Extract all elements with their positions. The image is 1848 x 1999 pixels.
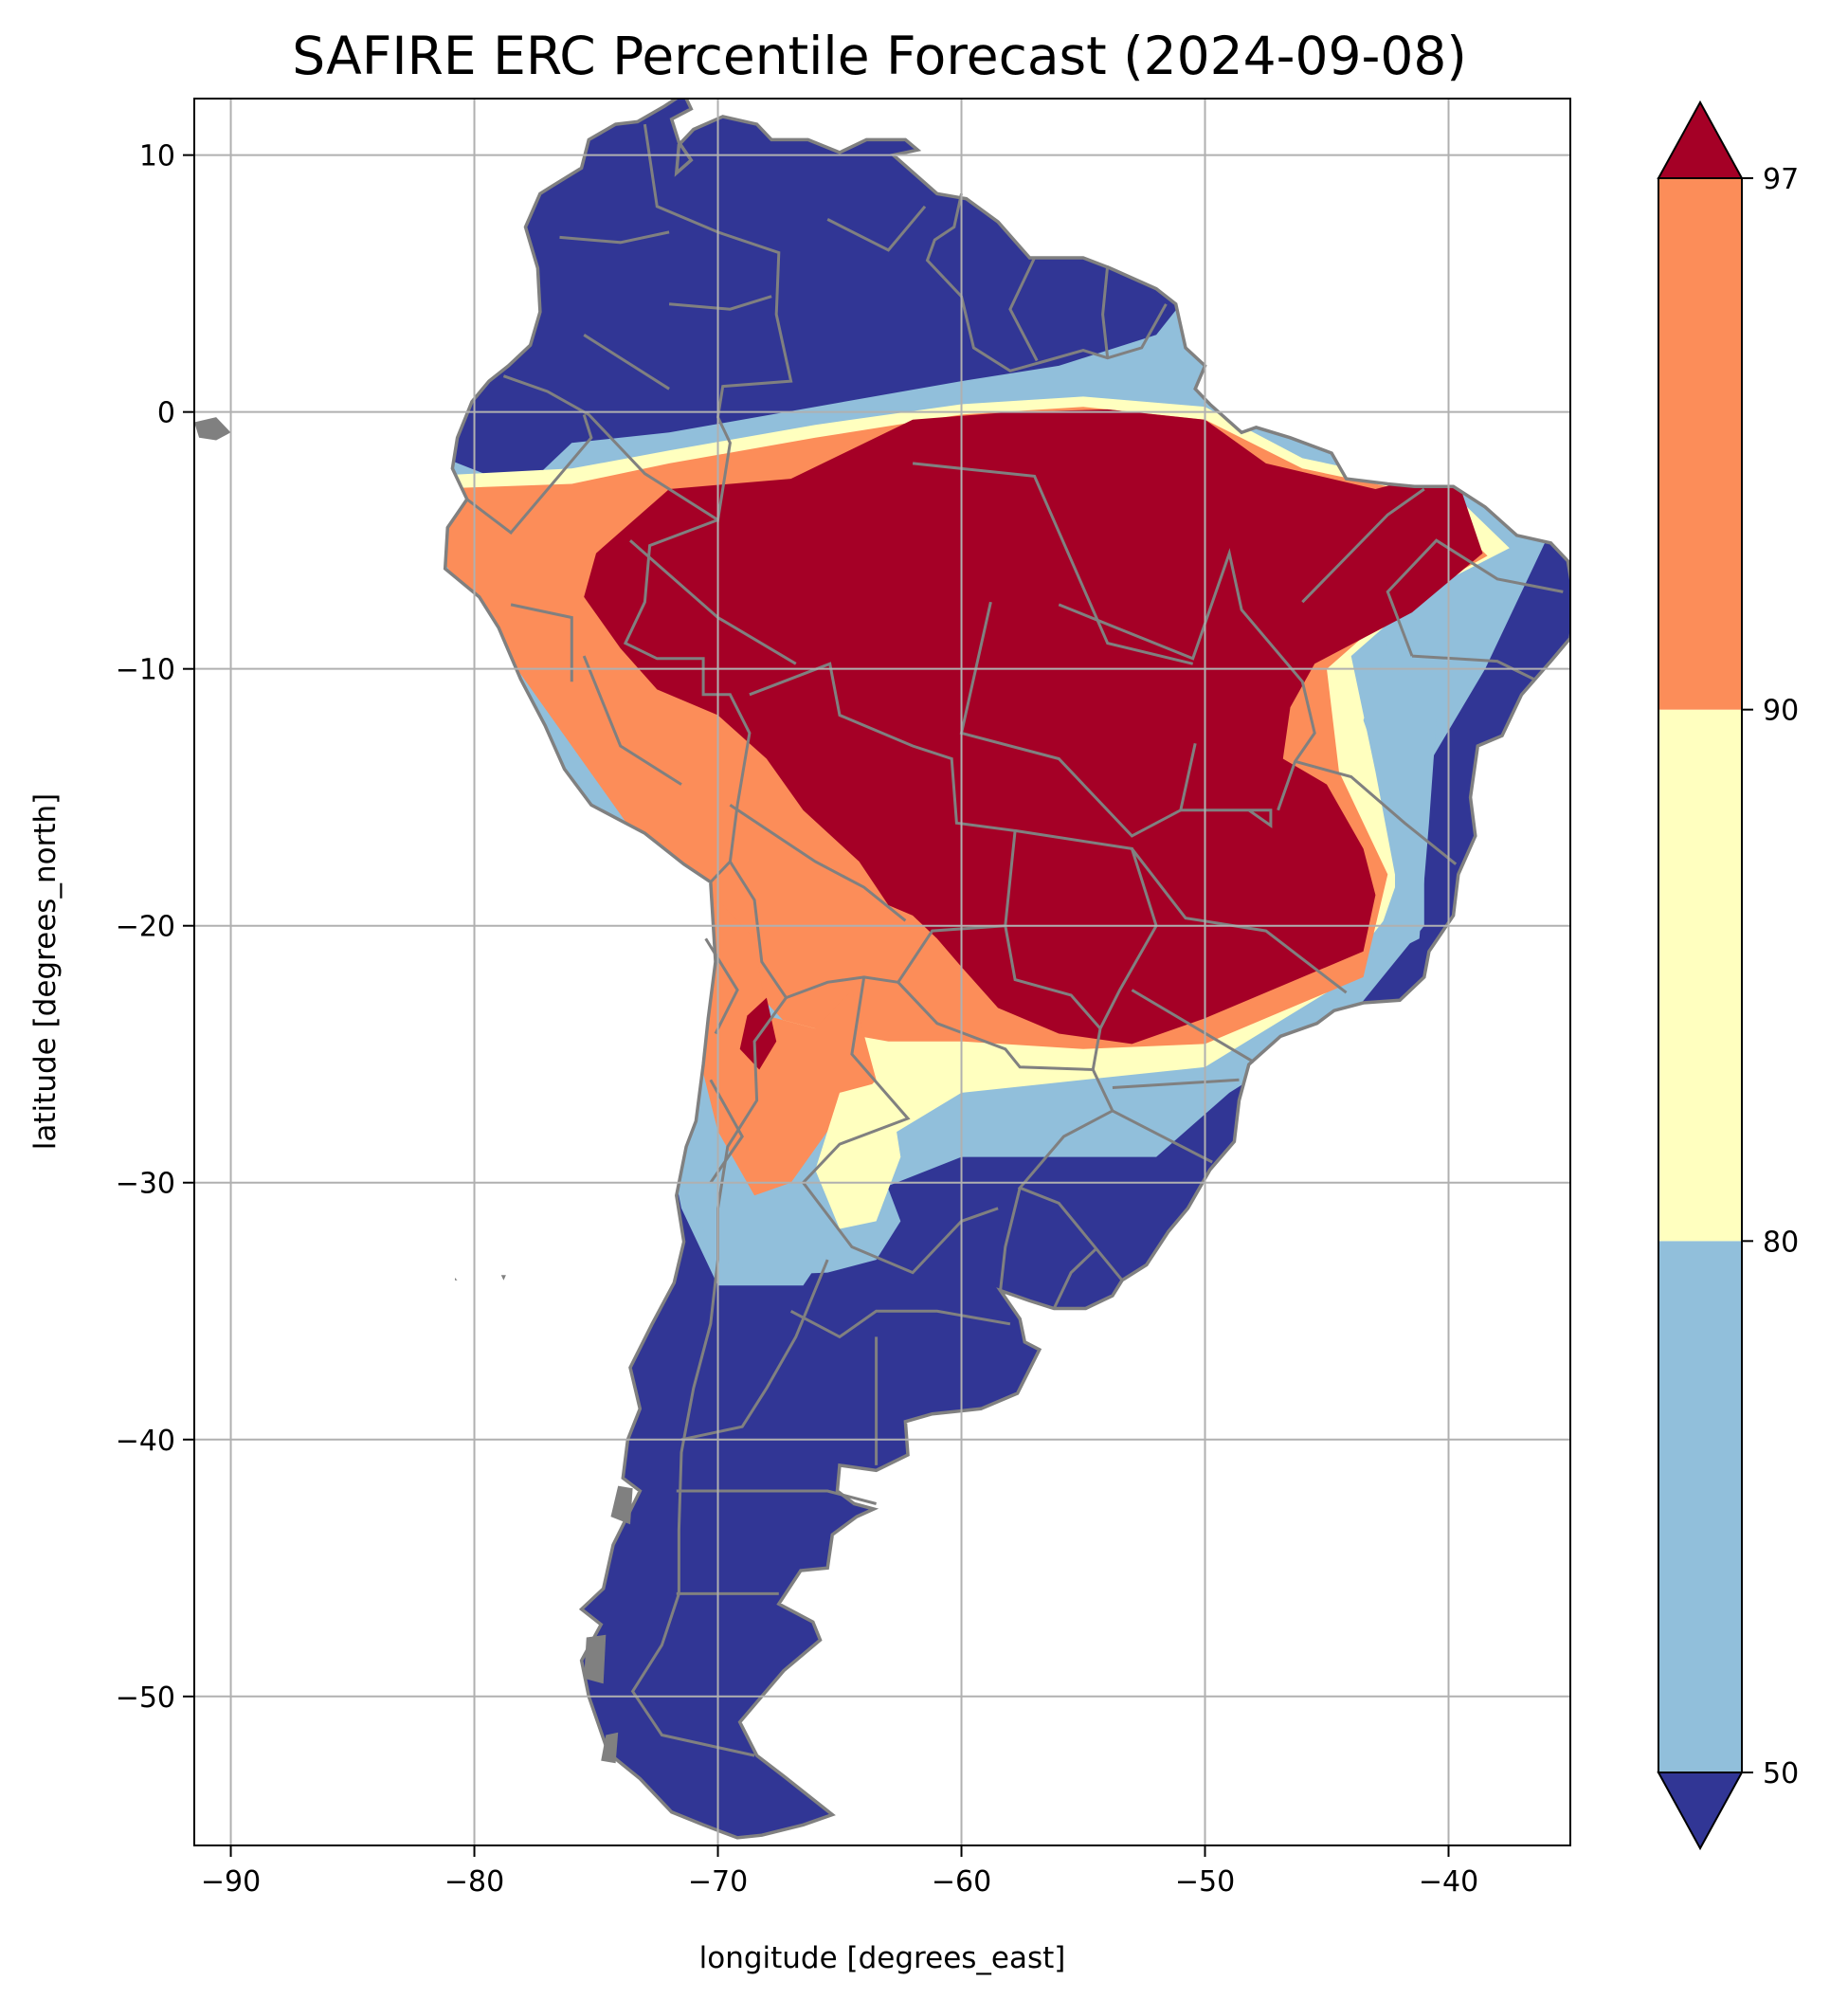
- border-line: [1101, 265, 1110, 358]
- border-line: [943, 277, 1168, 373]
- colorbar-segment: [1658, 1241, 1742, 1772]
- islands: [194, 417, 633, 1764]
- x-tick-label: −70: [688, 1865, 748, 1899]
- border-line: [668, 295, 772, 311]
- border-line: [1386, 538, 1564, 657]
- border-line: [623, 518, 752, 883]
- border-line: [999, 1187, 1022, 1291]
- y-tick-label: −30: [116, 1168, 175, 1201]
- border-line: [559, 230, 670, 245]
- y-tick-label: −20: [116, 911, 175, 944]
- x-tick-label: −80: [444, 1865, 504, 1899]
- map-axes: −90 −80 −70 −60 −50 −40 10 0 −10 −20 −30 −40 −50: [116, 98, 1571, 1899]
- island: [601, 1732, 619, 1764]
- border-line: [1180, 809, 1273, 828]
- coastline: [443, 99, 1570, 1840]
- y-tick-label: 10: [139, 140, 175, 173]
- colorbar-frame: [1658, 177, 1743, 1773]
- y-axis: 10 0 −10 −20 −30 −40 −50: [116, 140, 194, 1715]
- border-line: [1112, 1109, 1213, 1164]
- region-andes-red: [739, 997, 777, 1070]
- island: [500, 1275, 506, 1281]
- border-line: [1112, 1078, 1240, 1089]
- border-line: [1052, 1248, 1096, 1310]
- border-line: [709, 1079, 744, 1184]
- border-line: [925, 192, 963, 280]
- x-tick-label: −50: [1175, 1865, 1235, 1899]
- border-line: [1008, 257, 1039, 362]
- island: [455, 1278, 458, 1281]
- axes-frame: [193, 98, 1571, 1846]
- x-axis-title: longitude [degrees_east]: [699, 1941, 1066, 1975]
- political-borders: [465, 123, 1564, 1757]
- x-tick-label: −90: [201, 1865, 261, 1899]
- border-line: [510, 603, 573, 682]
- border-line: [1131, 989, 1255, 1063]
- y-tick-label: −40: [116, 1425, 175, 1458]
- region-andes-orange: [681, 900, 877, 1196]
- y-axis-title: latitude [degrees_north]: [28, 793, 63, 1150]
- x-tick-label: −40: [1419, 1865, 1478, 1899]
- y-tick-label: 0: [157, 397, 175, 430]
- border-line: [1301, 487, 1425, 604]
- island: [610, 1485, 633, 1525]
- colorbar-tick-label: 80: [1763, 1226, 1799, 1259]
- border-line: [826, 205, 927, 252]
- chart-title: SAFIRE ERC Percentile Forecast (2024-09-…: [292, 26, 1467, 86]
- border-line: [912, 462, 1194, 665]
- border-line: [680, 1259, 829, 1442]
- border-line: [1411, 654, 1535, 681]
- island: [194, 417, 231, 441]
- border-line: [729, 662, 1017, 1000]
- colorbar: 50 80 90 97: [1657, 100, 1799, 1851]
- x-axis: −90 −80 −70 −60 −50 −40: [201, 1845, 1478, 1899]
- border-line: [1131, 847, 1348, 994]
- colorbar-segment: [1658, 709, 1742, 1242]
- x-tick-label: −60: [932, 1865, 991, 1899]
- region-east-yellow: [815, 1080, 901, 1229]
- border-line: [676, 1489, 877, 1505]
- border-line: [1058, 548, 1316, 811]
- border-line: [959, 601, 1197, 838]
- colorbar-tick-label: 90: [1763, 695, 1799, 728]
- y-tick-label: −50: [116, 1681, 175, 1715]
- border-line: [502, 123, 793, 522]
- border-line: [1295, 759, 1458, 865]
- border-line: [465, 413, 593, 536]
- border-line: [583, 334, 670, 391]
- border-line: [630, 996, 788, 1757]
- colorbar-segment: [1658, 178, 1742, 710]
- colorbar-tick-label: 50: [1763, 1757, 1799, 1790]
- border-line: [729, 804, 907, 922]
- border-line: [1017, 1068, 1124, 1281]
- region-above-97: [584, 409, 1483, 1045]
- gridlines: [194, 99, 1570, 1845]
- y-tick-label: −10: [116, 654, 175, 687]
- border-line: [582, 655, 682, 786]
- island: [584, 1634, 607, 1684]
- colorbar-extend-top: [1657, 100, 1744, 179]
- colorbar-tick-label: 97: [1763, 163, 1799, 196]
- region-east-blue: [1363, 643, 1437, 965]
- colorbar-extend-bottom: [1657, 1772, 1744, 1851]
